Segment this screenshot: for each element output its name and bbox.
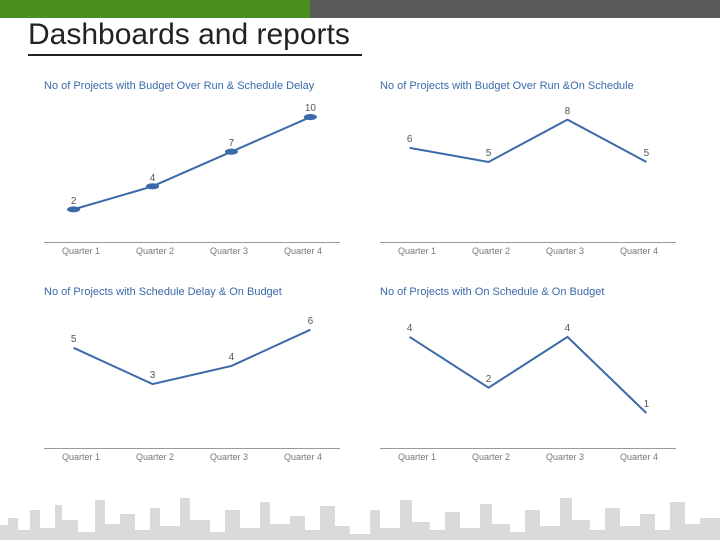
slide-header: Dashboards and reports [0, 0, 720, 70]
chart-x-axis: Quarter 1Quarter 2Quarter 3Quarter 4 [380, 242, 676, 260]
data-label: 4 [229, 352, 235, 363]
line-series [74, 330, 311, 384]
chart-plot: 5 3 4 6 [44, 306, 340, 444]
data-label: 2 [71, 196, 77, 207]
chart-title: No of Projects with On Schedule & On Bud… [380, 286, 682, 298]
chart-plot: 2 4 7 10 [44, 100, 340, 238]
x-tick-label: Quarter 1 [44, 243, 118, 260]
x-tick-label: Quarter 4 [266, 449, 340, 466]
chart-title: No of Projects with Budget Over Run & Sc… [44, 80, 346, 92]
data-label: 5 [486, 148, 492, 159]
data-label: 6 [407, 134, 413, 145]
footer-skyline-decoration [0, 480, 720, 540]
x-tick-label: Quarter 3 [192, 449, 266, 466]
chart-on-schedule-on-budget: No of Projects with On Schedule & On Bud… [374, 284, 682, 472]
chart-budget-overrun-on-schedule: No of Projects with Budget Over Run &On … [374, 78, 682, 266]
data-marker [146, 183, 159, 189]
header-accent-gray [310, 0, 720, 18]
chart-plot: 4 2 4 1 [380, 306, 676, 444]
x-tick-label: Quarter 1 [380, 449, 454, 466]
chart-title: No of Projects with Budget Over Run &On … [380, 80, 682, 92]
chart-plot: 6 5 8 5 [380, 100, 676, 238]
chart-schedule-delay-on-budget: No of Projects with Schedule Delay & On … [38, 284, 346, 472]
chart-title: No of Projects with Schedule Delay & On … [44, 286, 346, 298]
chart-budget-overrun-schedule-delay: No of Projects with Budget Over Run & Sc… [38, 78, 346, 266]
data-label: 5 [71, 334, 77, 345]
data-label: 4 [407, 323, 413, 334]
data-marker [225, 149, 238, 155]
x-tick-label: Quarter 4 [602, 449, 676, 466]
x-tick-label: Quarter 1 [380, 243, 454, 260]
data-label: 2 [486, 374, 492, 385]
chart-x-axis: Quarter 1Quarter 2Quarter 3Quarter 4 [44, 242, 340, 260]
data-label: 6 [308, 316, 314, 327]
data-label: 1 [644, 399, 650, 410]
x-tick-label: Quarter 3 [528, 243, 602, 260]
data-label: 8 [565, 106, 571, 117]
data-marker [67, 206, 80, 212]
line-series [74, 117, 311, 209]
skyline-path [0, 498, 720, 540]
x-tick-label: Quarter 3 [528, 449, 602, 466]
page-title: Dashboards and reports [28, 18, 362, 56]
x-tick-label: Quarter 1 [44, 449, 118, 466]
header-accent-green [0, 0, 310, 18]
x-tick-label: Quarter 2 [454, 243, 528, 260]
charts-grid: No of Projects with Budget Over Run & Sc… [38, 78, 682, 472]
x-tick-label: Quarter 4 [602, 243, 676, 260]
x-tick-label: Quarter 4 [266, 243, 340, 260]
x-tick-label: Quarter 3 [192, 243, 266, 260]
data-marker [304, 114, 317, 120]
data-label: 4 [150, 173, 156, 184]
line-series [410, 120, 647, 162]
chart-x-axis: Quarter 1Quarter 2Quarter 3Quarter 4 [380, 448, 676, 466]
data-label: 10 [305, 103, 316, 114]
data-label: 5 [644, 148, 650, 159]
x-tick-label: Quarter 2 [118, 449, 192, 466]
data-label: 7 [229, 138, 235, 149]
x-tick-label: Quarter 2 [118, 243, 192, 260]
chart-x-axis: Quarter 1Quarter 2Quarter 3Quarter 4 [44, 448, 340, 466]
data-label: 4 [565, 323, 571, 334]
line-series [410, 337, 647, 413]
data-label: 3 [150, 370, 156, 381]
x-tick-label: Quarter 2 [454, 449, 528, 466]
